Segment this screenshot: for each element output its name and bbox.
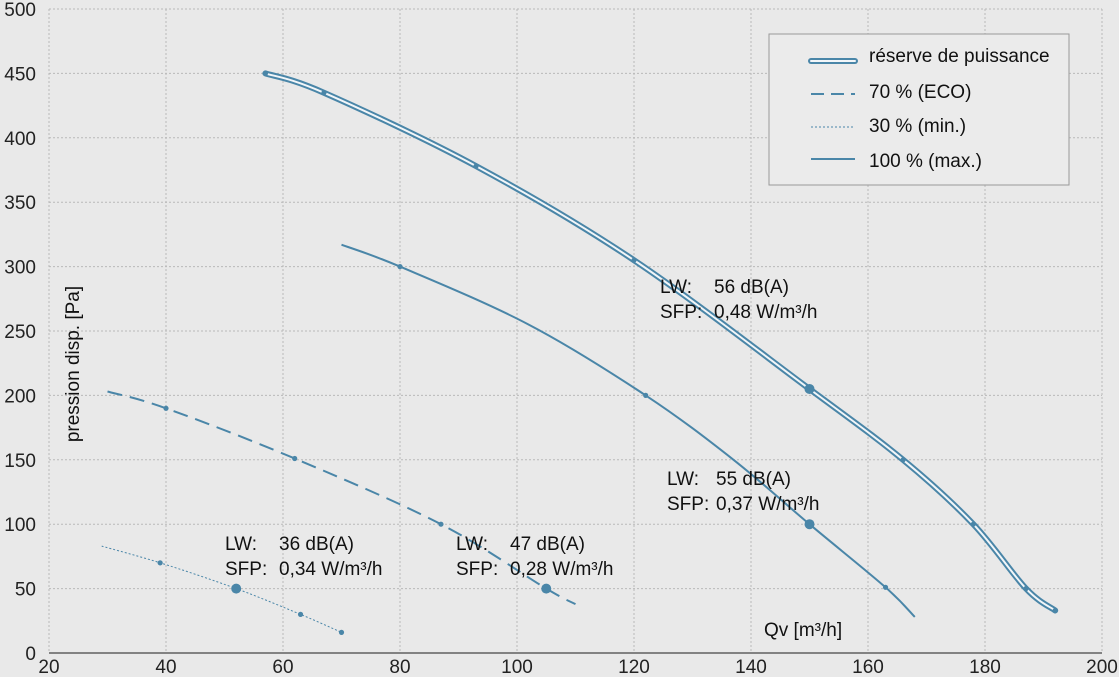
x-tick-label: 80 — [389, 657, 410, 677]
annotation-lw-value: 36 dB(A) — [279, 534, 354, 555]
data-point-marker — [882, 584, 889, 590]
annotation-55db: LW: 55 dB(A) SFP: 0,37 W/m³/h — [667, 469, 819, 515]
data-point-marker — [157, 560, 163, 566]
operating-point — [231, 583, 242, 594]
x-tick-label: 120 — [618, 657, 650, 677]
y-tick-label: 350 — [4, 193, 36, 214]
y-tick-label: 250 — [4, 322, 36, 343]
annotation-sfp-value: 0,34 W/m³/h — [279, 559, 382, 580]
annotation-lw-label: LW: — [225, 534, 257, 555]
annotation-47db: LW: 47 dB(A) SFP: 0,28 W/m³/h — [456, 534, 613, 580]
legend: réserve de puissance 70 % (ECO) 30 % (mi… — [768, 33, 1070, 186]
legend-label: 30 % (min.) — [869, 116, 966, 137]
data-point-marker — [438, 521, 444, 527]
y-tick-label: 300 — [4, 258, 36, 279]
series-0 — [262, 70, 1059, 614]
annotation-lw-label: LW: — [660, 277, 692, 298]
data-point-marker — [338, 629, 345, 635]
annotation-lw-value: 55 dB(A) — [716, 469, 791, 490]
x-tick-label: 60 — [272, 657, 293, 677]
data-point-marker — [1023, 586, 1029, 592]
annotation-sfp-value: 0,28 W/m³/h — [510, 559, 613, 580]
annotation-lw-value: 47 dB(A) — [510, 534, 585, 555]
data-point-marker — [970, 521, 976, 527]
legend-item-min: 30 % (min.) — [811, 116, 966, 137]
axes: 20 40 60 80 100 120 140 160 180 200 0 50 100 150 200 25… — [4, 0, 1118, 677]
legend-item-reserve: réserve de puissance — [808, 46, 1050, 67]
data-point-marker — [262, 70, 269, 76]
annotation-lw-label: LW: — [456, 534, 488, 555]
operating-point — [541, 583, 552, 594]
y-tick-label: 450 — [4, 64, 36, 85]
data-point-marker — [397, 264, 403, 270]
x-tick-label: 40 — [155, 657, 176, 677]
annotation-sfp-value: 0,48 W/m³/h — [714, 302, 817, 323]
operating-point — [804, 519, 815, 530]
annotations: LW: 36 dB(A) SFP: 0,34 W/m³/h LW: 47 dB(… — [225, 277, 819, 580]
annotation-lw-value: 56 dB(A) — [714, 277, 789, 298]
annotation-36db: LW: 36 dB(A) SFP: 0,34 W/m³/h — [225, 534, 382, 580]
annotation-sfp-value: 0,37 W/m³/h — [716, 494, 819, 515]
annotation-56db: LW: 56 dB(A) SFP: 0,48 W/m³/h — [660, 277, 817, 323]
data-point-marker — [297, 611, 304, 617]
x-tick-label: 20 — [38, 657, 59, 677]
data-point-marker — [163, 405, 169, 411]
annotation-lw-label: LW: — [667, 469, 699, 490]
y-tick-label: 400 — [4, 129, 36, 150]
legend-item-max: 100 % (max.) — [811, 151, 982, 172]
data-point-marker — [292, 455, 298, 462]
y-tick-label: 150 — [4, 451, 36, 472]
x-tick-label: 180 — [969, 657, 1001, 677]
operating-point — [804, 383, 815, 394]
series-3 — [341, 243, 916, 618]
y-tick-label: 500 — [4, 0, 36, 21]
series-line-inner — [264, 72, 1057, 612]
x-tick-label: 160 — [852, 657, 884, 677]
x-tick-label: 140 — [735, 657, 767, 677]
data-point-marker — [473, 163, 479, 169]
x-tick-label: 100 — [501, 657, 533, 677]
annotation-sfp-label: SFP: — [225, 559, 267, 580]
annotation-sfp-label: SFP: — [660, 302, 702, 323]
x-tick-label: 200 — [1086, 657, 1118, 677]
legend-label: réserve de puissance — [869, 46, 1050, 67]
y-tick-label: 200 — [4, 386, 36, 407]
series-1 — [107, 390, 576, 605]
annotation-sfp-label: SFP: — [667, 494, 709, 515]
series-layer — [101, 70, 1059, 635]
operating-points — [231, 383, 815, 594]
y-tick-label: 100 — [4, 515, 36, 536]
legend-item-eco: 70 % (ECO) — [811, 82, 971, 103]
y-tick-label: 50 — [15, 580, 36, 601]
data-point-marker — [321, 90, 327, 96]
data-point-marker — [1052, 607, 1058, 614]
data-point-marker — [631, 257, 637, 263]
data-point-marker — [900, 457, 906, 463]
data-point-marker — [643, 392, 649, 398]
x-axis-label: Qv [m³/h] — [764, 620, 842, 641]
series-line — [341, 243, 916, 618]
y-axis-label: pression disp. [Pa] — [63, 286, 84, 442]
y-tick-label: 0 — [25, 644, 36, 665]
annotation-sfp-label: SFP: — [456, 559, 498, 580]
legend-label: 100 % (max.) — [869, 151, 982, 172]
legend-label: 70 % (ECO) — [869, 82, 971, 103]
